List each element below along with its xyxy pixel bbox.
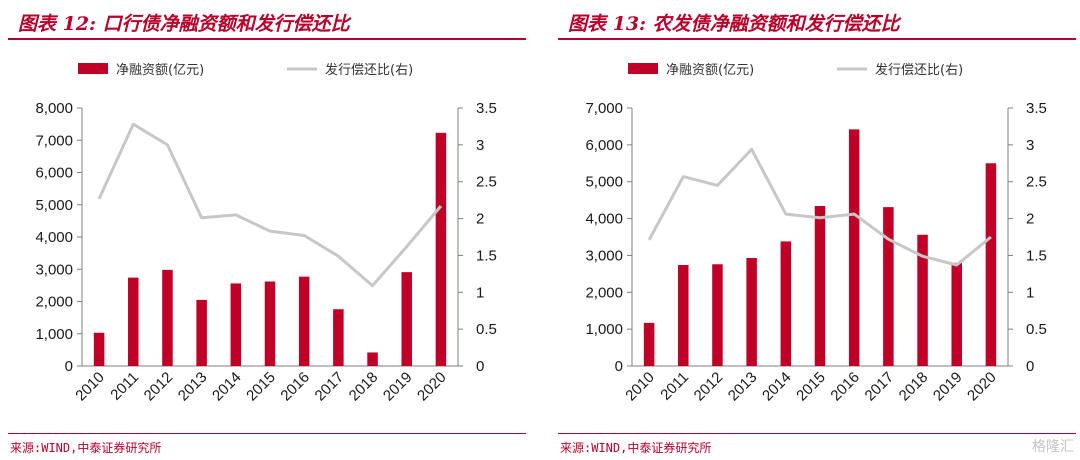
x-tick-label: 2011 [657, 369, 692, 404]
right-tick-label: 2 [476, 211, 484, 228]
combo-chart: 净融资额(亿元) 发行偿还比(右) 0 1,000 2,000 3,000 4,000 5,0… [35, 62, 497, 405]
left-tick-label: 1,000 [35, 326, 73, 343]
x-tick-label: 2010 [622, 369, 658, 405]
bar-net-financing [367, 352, 378, 366]
source-divider [558, 433, 1076, 434]
x-tick-label: 2018 [896, 369, 932, 405]
x-tick-label: 2017 [862, 369, 898, 405]
legend-label-line: 发行偿还比(右) [325, 62, 413, 78]
right-tick-label: 3 [1026, 137, 1034, 154]
bar-net-financing [196, 299, 207, 366]
right-tick-label: 2.5 [1026, 174, 1047, 191]
bar-net-financing [678, 265, 689, 366]
bar-net-financing [712, 264, 723, 366]
left-tick-label: 2,000 [35, 294, 73, 311]
source-divider [8, 433, 526, 434]
title-divider [558, 38, 1076, 40]
watermark-logo: 格隆汇 [1032, 439, 1074, 455]
left-tick-label: 5,000 [585, 174, 623, 191]
left-tick-label: 0 [615, 358, 623, 375]
bar-net-financing [128, 277, 139, 366]
right-tick-label: 0.5 [1026, 321, 1047, 338]
bar-net-financing [230, 283, 242, 366]
bar-net-financing [93, 332, 105, 366]
x-tick-label: 2019 [930, 369, 966, 405]
bar-net-financing [780, 241, 792, 366]
legend-label-bars: 净融资额(亿元) [116, 63, 204, 78]
x-tick-label: 2018 [346, 369, 382, 405]
left-tick-label: 7,000 [35, 132, 73, 149]
bar-net-financing [298, 276, 310, 366]
chart-title: 图表 12: 口行债净融资额和发行偿还比 [18, 13, 350, 35]
right-tick-label: 3.5 [1026, 100, 1047, 117]
left-tick-label: 3,000 [585, 247, 623, 264]
bar-net-financing [746, 258, 757, 366]
combo-chart: 净融资额(亿元) 发行偿还比(右) 0 1,000 2,000 3,000 4,000 5,0… [585, 62, 1047, 405]
left-tick-label: 6,000 [585, 137, 623, 154]
bar-net-financing [848, 129, 860, 366]
left-tick-label: 7,000 [585, 100, 623, 117]
bar-net-financing [333, 309, 344, 366]
x-tick-label: 2011 [107, 369, 142, 404]
x-tick-label: 2020 [414, 369, 450, 405]
bar-net-financing [814, 206, 826, 366]
right-tick-label: 0 [476, 358, 484, 375]
legend-bar-swatch [628, 63, 658, 74]
right-tick-label: 1 [476, 284, 484, 301]
x-tick-label: 2019 [380, 369, 416, 405]
right-tick-label: 2.5 [476, 174, 497, 191]
x-tick-label: 2015 [243, 369, 279, 405]
x-tick-label: 2015 [793, 369, 829, 405]
left-tick-label: 0 [65, 358, 73, 375]
right-tick-label: 3 [476, 137, 484, 154]
x-tick-label: 2014 [209, 369, 245, 405]
chart-panel-right: 图表 13: 农发债净融资额和发行偿还比 净融资额(亿元) 发行偿还比(右) 0 1,… [550, 0, 1080, 460]
source-note: 来源:WIND,中泰证券研究所 [10, 441, 162, 455]
left-tick-label: 4,000 [585, 211, 623, 228]
right-tick-label: 0 [1026, 358, 1034, 375]
x-tick-label: 2010 [72, 369, 108, 405]
left-tick-label: 8,000 [35, 100, 73, 117]
chart-title: 图表 13: 农发债净融资额和发行偿还比 [568, 13, 900, 35]
bar-net-financing [883, 207, 894, 366]
bar-net-financing [162, 269, 173, 366]
bar-net-financing [643, 322, 655, 366]
legend-label-bars: 净融资额(亿元) [666, 63, 754, 78]
right-tick-label: 1 [1026, 284, 1034, 301]
right-tick-label: 1.5 [476, 247, 497, 264]
bar-net-financing [951, 262, 962, 366]
bar-net-financing [264, 281, 276, 366]
right-tick-label: 1.5 [1026, 247, 1047, 264]
x-tick-label: 2017 [312, 369, 348, 405]
line-issuance-repayment-ratio [97, 122, 443, 288]
bar-net-financing [435, 132, 447, 366]
x-tick-label: 2013 [725, 369, 761, 405]
right-tick-label: 0.5 [476, 321, 497, 338]
right-tick-label: 3.5 [476, 100, 497, 117]
x-tick-label: 2014 [759, 369, 795, 405]
left-tick-label: 3,000 [35, 261, 73, 278]
left-tick-label: 5,000 [35, 197, 73, 214]
bar-net-financing [401, 272, 412, 366]
legend-bar-swatch [78, 63, 108, 74]
x-tick-label: 2020 [964, 369, 1000, 405]
x-tick-label: 2012 [141, 369, 177, 405]
chart-panel-left: 图表 12: 口行债净融资额和发行偿还比 净融资额(亿元) 发行偿还比(右) 0 1,… [0, 0, 530, 460]
source-note: 来源:WIND,中泰证券研究所 [560, 441, 712, 455]
right-tick-label: 2 [1026, 211, 1034, 228]
x-tick-label: 2013 [175, 369, 211, 405]
legend-label-line: 发行偿还比(右) [875, 62, 963, 78]
bar-net-financing [917, 234, 928, 366]
x-tick-label: 2016 [277, 369, 313, 405]
left-tick-label: 2,000 [585, 284, 623, 301]
x-tick-label: 2012 [691, 369, 727, 405]
title-divider [8, 38, 526, 40]
x-tick-label: 2016 [827, 369, 863, 405]
left-tick-label: 4,000 [35, 229, 73, 246]
left-tick-label: 6,000 [35, 165, 73, 182]
line-issuance-repayment-ratio [647, 147, 992, 267]
bar-net-financing [985, 163, 997, 366]
left-tick-label: 1,000 [585, 321, 623, 338]
